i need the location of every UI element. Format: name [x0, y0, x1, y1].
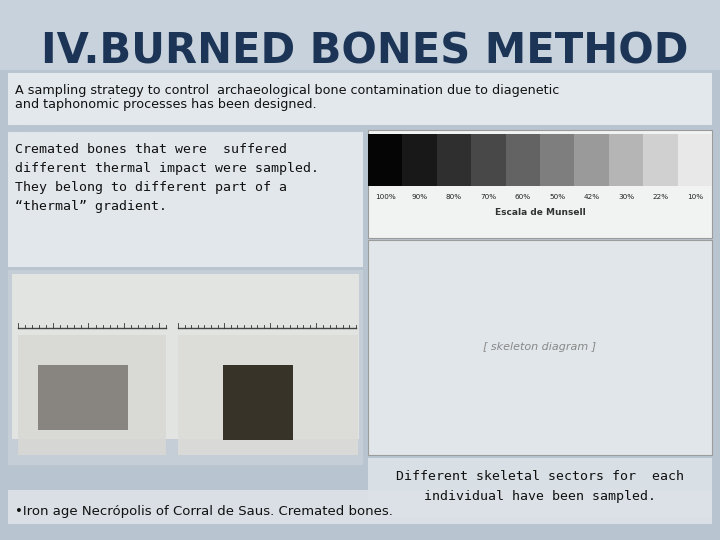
- Text: [ skeleton diagram ]: [ skeleton diagram ]: [483, 342, 597, 353]
- Text: 22%: 22%: [652, 194, 668, 200]
- Text: 30%: 30%: [618, 194, 634, 200]
- Text: Escala de Munsell: Escala de Munsell: [495, 208, 585, 217]
- Text: 70%: 70%: [480, 194, 497, 200]
- Text: Cremated bones that were  suffered: Cremated bones that were suffered: [15, 143, 287, 156]
- Text: •Iron age Necrópolis of Corral de Saus. Cremated bones.: •Iron age Necrópolis of Corral de Saus. …: [15, 504, 393, 517]
- Text: and taphonomic processes has been designed.: and taphonomic processes has been design…: [15, 98, 317, 111]
- Bar: [368, 240, 712, 455]
- Bar: [8, 270, 363, 465]
- Bar: [471, 134, 505, 186]
- Bar: [505, 134, 540, 186]
- Bar: [18, 335, 166, 455]
- Bar: [368, 134, 402, 186]
- Text: 100%: 100%: [375, 194, 395, 200]
- Bar: [12, 274, 359, 439]
- Bar: [402, 134, 437, 186]
- Bar: [643, 134, 678, 186]
- Text: IV.BURNED BONES METHOD: IV.BURNED BONES METHOD: [41, 31, 689, 73]
- Bar: [223, 365, 293, 440]
- Text: different thermal impact were sampled.: different thermal impact were sampled.: [15, 162, 319, 175]
- Text: 60%: 60%: [515, 194, 531, 200]
- Bar: [540, 134, 575, 186]
- Text: A sampling strategy to control  archaeological bone contamination due to diagene: A sampling strategy to control archaeolo…: [15, 84, 559, 97]
- Bar: [38, 365, 128, 430]
- Text: 80%: 80%: [446, 194, 462, 200]
- Text: 42%: 42%: [583, 194, 600, 200]
- Text: “thermal” gradient.: “thermal” gradient.: [15, 200, 167, 213]
- Bar: [437, 134, 471, 186]
- Bar: [575, 134, 609, 186]
- Bar: [368, 458, 712, 518]
- Bar: [8, 73, 712, 125]
- Bar: [8, 490, 712, 524]
- Bar: [678, 134, 712, 186]
- Bar: [8, 132, 363, 267]
- Bar: [0, 0, 720, 70]
- Text: 50%: 50%: [549, 194, 565, 200]
- Bar: [609, 134, 643, 186]
- Text: They belong to different part of a: They belong to different part of a: [15, 181, 287, 194]
- Text: Different skeletal sectors for  each: Different skeletal sectors for each: [396, 470, 684, 483]
- Text: 10%: 10%: [687, 194, 703, 200]
- Bar: [178, 335, 358, 455]
- Bar: [368, 130, 712, 238]
- Text: individual have been sampled.: individual have been sampled.: [424, 490, 656, 503]
- Text: 90%: 90%: [412, 194, 428, 200]
